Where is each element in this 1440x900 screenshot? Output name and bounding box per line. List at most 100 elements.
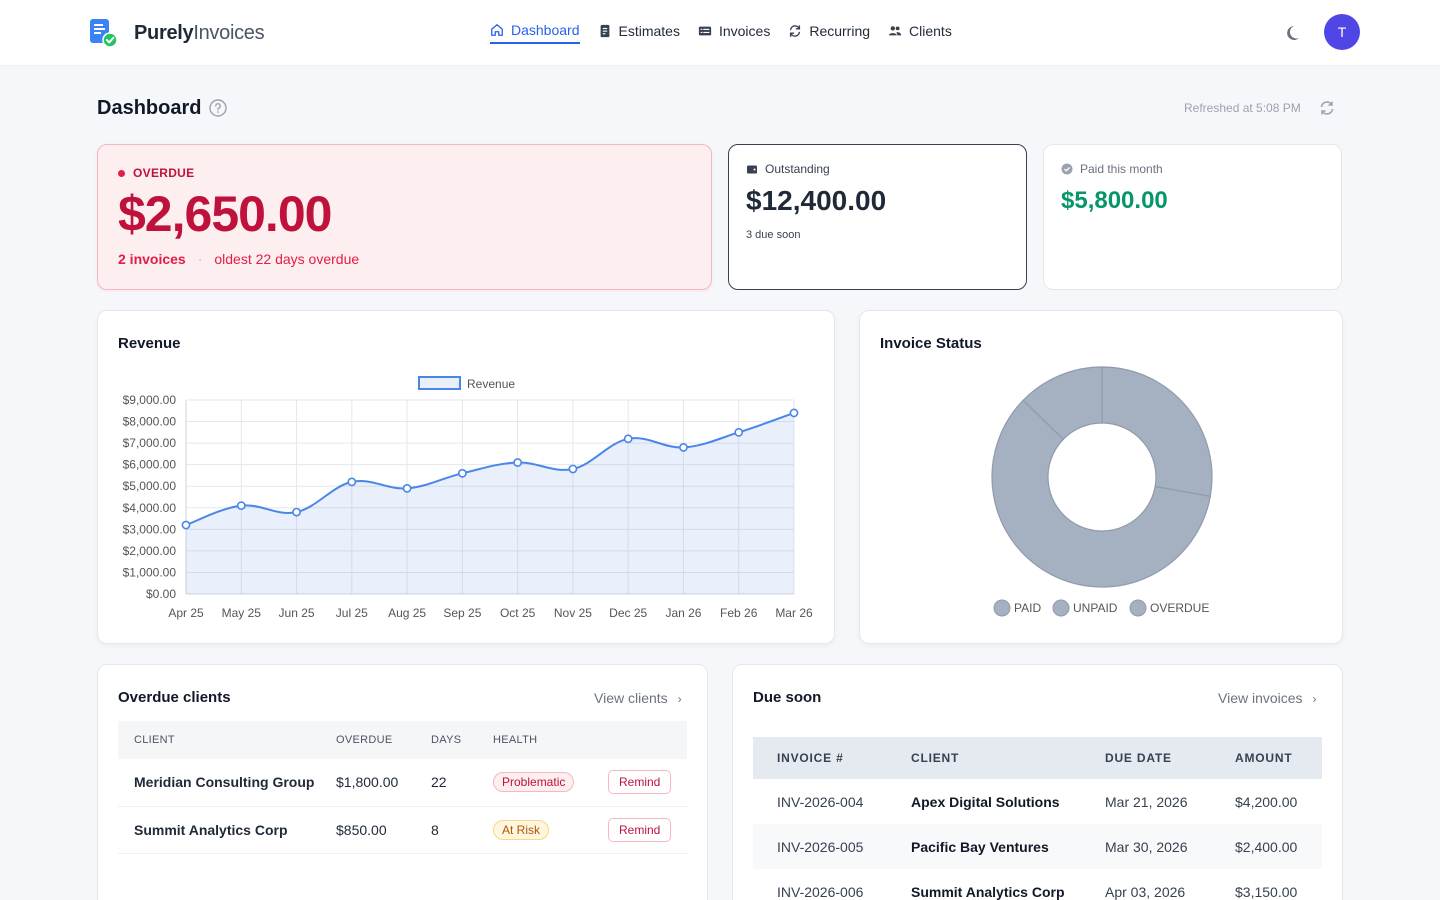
client-name: Meridian Consulting Group — [118, 759, 320, 807]
x-tick-label: Feb 26 — [720, 606, 758, 620]
table-row[interactable]: Meridian Consulting Group $1,800.00 22 P… — [118, 759, 687, 807]
x-tick-label: Jan 26 — [665, 606, 701, 620]
amount: $2,400.00 — [1211, 824, 1322, 869]
brand-name-bold: Purely — [134, 21, 194, 44]
legend-swatch — [1129, 599, 1147, 617]
users-icon — [888, 26, 902, 36]
overdue-meta: 2 invoices · oldest 22 days overdue — [118, 251, 359, 267]
nav-clients-label: Clients — [909, 23, 952, 39]
days-cell: 22 — [415, 759, 477, 807]
client-name: Summit Analytics Corp — [911, 883, 1065, 900]
moon-icon — [1287, 26, 1299, 40]
wallet-icon — [747, 165, 757, 174]
x-tick-label: Aug 25 — [388, 606, 426, 620]
column-header: INVOICE # — [753, 737, 887, 779]
nav-recurring[interactable]: Recurring — [788, 22, 870, 44]
check-circle-icon — [1061, 163, 1073, 175]
column-header: AMOUNT — [1211, 737, 1322, 779]
due-date: Apr 03, 2026 — [1105, 883, 1186, 900]
legend-label: PAID — [1014, 601, 1041, 615]
outstanding-label: Outstanding — [746, 162, 830, 176]
due-soon-title: Due soon — [753, 689, 822, 706]
recurring-icon — [790, 25, 801, 37]
table-row[interactable]: INV-2026-004 Apex Digital Solutions Mar … — [753, 779, 1322, 824]
due-soon-table: INVOICE # CLIENT DUE DATE AMOUNT INV-202… — [753, 737, 1322, 900]
y-tick-label: $4,000.00 — [123, 501, 177, 515]
remind-button[interactable]: Remind — [608, 817, 672, 842]
legend-label: Revenue — [467, 377, 515, 391]
nav-recurring-label: Recurring — [809, 23, 871, 39]
list-icon — [698, 26, 712, 36]
paid-amount: $5,800.00 — [1061, 187, 1168, 214]
nav-clients[interactable]: Clients — [888, 22, 952, 44]
y-tick-label: $6,000.00 — [123, 458, 177, 472]
table-row[interactable]: Summit Analytics Corp $850.00 8 At Risk … — [118, 806, 687, 854]
invoice-status-title: Invoice Status — [880, 335, 982, 352]
help-icon[interactable] — [209, 99, 227, 117]
view-invoices-label: View invoices — [1218, 690, 1303, 706]
overdue-stat-card[interactable]: OVERDUE $2,650.00 2 invoices · oldest 22… — [97, 144, 712, 290]
view-invoices-link[interactable]: View invoices › — [1218, 690, 1316, 706]
invoice-number: INV-2026-006 — [777, 883, 864, 900]
invoice-status-chart: PAID UNPAID OVERDUE — [991, 366, 1213, 617]
overdue-clients-table: CLIENT OVERDUE DAYS HEALTH Meridian Cons… — [118, 721, 687, 854]
outstanding-stat-card[interactable]: Outstanding $12,400.00 3 due soon — [728, 144, 1027, 290]
x-tick-label: Sep 25 — [443, 606, 481, 620]
amount: $4,200.00 — [1235, 793, 1298, 810]
legend-swatch — [1052, 599, 1070, 617]
overdue-label: OVERDUE — [118, 166, 194, 180]
paid-label: Paid this month — [1061, 162, 1163, 176]
brand[interactable]: PurelyInvoices — [88, 18, 265, 48]
nav-dashboard[interactable]: Dashboard — [490, 22, 580, 44]
revenue-data-point — [513, 458, 523, 467]
overdue-clients-title: Overdue clients — [118, 689, 231, 706]
outstanding-label-text: Outstanding — [765, 162, 830, 176]
overdue-invoice-count: 2 invoices — [118, 251, 186, 267]
home-icon — [491, 24, 503, 36]
status-slice-paid — [1101, 366, 1213, 498]
column-header: CLIENT — [118, 721, 320, 759]
revenue-data-point — [292, 507, 301, 517]
table-row[interactable]: INV-2026-005 Pacific Bay Ventures Mar 30… — [753, 824, 1322, 869]
table-row[interactable]: INV-2026-006 Summit Analytics Corp Apr 0… — [753, 869, 1322, 900]
view-clients-link[interactable]: View clients › — [594, 690, 682, 706]
user-avatar[interactable]: T — [1324, 14, 1360, 50]
nav-invoices[interactable]: Invoices — [698, 22, 770, 44]
top-navbar: PurelyInvoices Dashboard Estimates Invoi… — [0, 0, 1440, 66]
due-soon-card: Due soon View invoices › INVOICE # CLIEN… — [732, 664, 1343, 900]
refresh-button[interactable] — [1319, 100, 1335, 116]
paid-stat-card[interactable]: Paid this month $5,800.00 — [1043, 144, 1342, 290]
revenue-data-point — [236, 501, 246, 511]
x-tick-label: Jun 25 — [279, 606, 315, 620]
nav-estimates[interactable]: Estimates — [598, 22, 680, 44]
refreshed-timestamp: Refreshed at 5:08 PM — [1184, 101, 1301, 115]
column-header-actions — [592, 721, 687, 759]
x-tick-label: Mar 26 — [775, 606, 813, 620]
health-badge: Problematic — [493, 772, 575, 793]
invoice-number: INV-2026-005 — [753, 824, 887, 869]
chevron-right-icon: › — [1312, 692, 1317, 706]
x-tick-label: Oct 25 — [500, 606, 536, 620]
overdue-clients-card: Overdue clients View clients › CLIENT OV… — [97, 664, 708, 900]
column-header: CLIENT — [887, 737, 1081, 779]
paid-label-text: Paid this month — [1080, 162, 1163, 176]
y-tick-label: $8,000.00 — [123, 415, 177, 429]
health-badge: At Risk — [493, 819, 550, 840]
action-cell: Remind — [592, 759, 687, 807]
revenue-data-point — [181, 520, 191, 530]
days-cell: 8 — [415, 806, 477, 854]
nav-estimates-label: Estimates — [618, 23, 680, 39]
client-name: Summit Analytics Corp — [118, 806, 320, 854]
column-header: DUE DATE — [1081, 737, 1211, 779]
outstanding-amount: $12,400.00 — [746, 185, 887, 216]
invoice-status-card: Invoice Status PAID UNPAID OVERDUE — [859, 310, 1343, 644]
y-tick-label: $5,000.00 — [123, 479, 177, 493]
page-title: Dashboard — [97, 97, 202, 119]
revenue-card: Revenue $9,000.00 $8,000.00 $7,000.00 $6,00… — [97, 310, 835, 644]
dark-mode-toggle[interactable] — [1286, 24, 1304, 42]
revenue-chart: $9,000.00 $8,000.00 $7,000.00 $6,000.00 $5,0… — [123, 376, 813, 620]
remind-button[interactable]: Remind — [608, 770, 672, 795]
column-header: DAYS — [415, 721, 477, 759]
main-nav: Dashboard Estimates Invoices Recurring C… — [490, 22, 952, 44]
client-name: Apex Digital Solutions — [911, 793, 1060, 810]
